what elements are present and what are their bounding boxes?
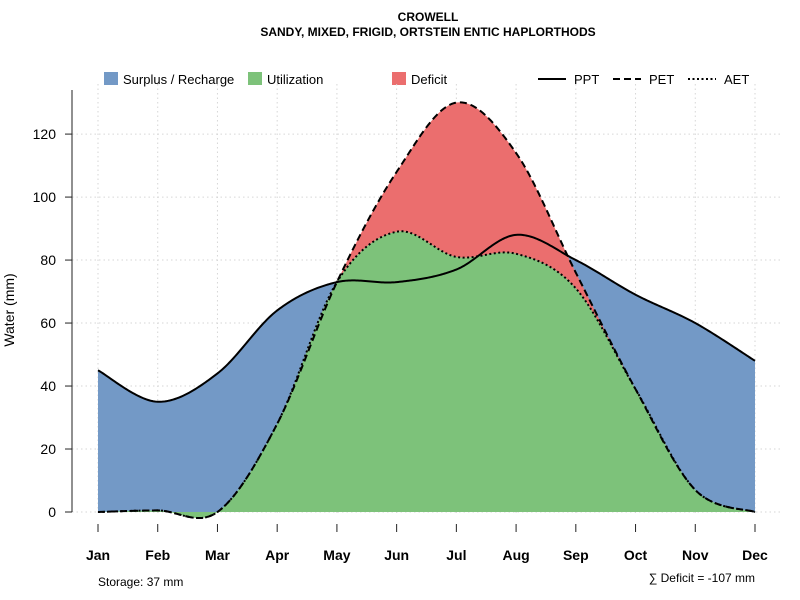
series-lines: [97, 101, 756, 520]
chart-title: CROWELL: [398, 10, 459, 24]
storage-annotation: Storage: 37 mm: [98, 575, 183, 589]
legend-label-ppt: PPT: [574, 72, 599, 87]
deficit-annotation: ∑ Deficit = -107 mm: [649, 571, 755, 585]
x-tick-label-may: May: [323, 547, 350, 563]
y-tick-label: 20: [40, 441, 56, 457]
legend-swatch-deficit: [392, 72, 406, 85]
x-tick-label-nov: Nov: [682, 547, 709, 563]
legend-label: Surplus / Recharge: [123, 72, 234, 87]
y-tick-label: 80: [40, 252, 56, 268]
x-tick-label-jun: Jun: [384, 547, 409, 563]
y-tick-label: 100: [33, 189, 57, 205]
series-line-ppt: [97, 233, 756, 403]
utilization-area: [98, 231, 755, 519]
legend-label-pet: PET: [649, 72, 674, 87]
x-tick-label-aug: Aug: [502, 547, 529, 563]
y-tick-label: 0: [48, 504, 56, 520]
x-tick-label-oct: Oct: [624, 547, 648, 563]
legend-label: Deficit: [411, 72, 448, 87]
legend-swatch-surplus-recharge: [104, 72, 118, 85]
y-tick-label: 60: [40, 315, 56, 331]
x-tick-label-jul: Jul: [446, 547, 466, 563]
x-tick-label-sep: Sep: [563, 547, 589, 563]
y-tick-label: 120: [33, 126, 57, 142]
legend-label: Utilization: [267, 72, 323, 87]
legend-label-aet: AET: [724, 72, 749, 87]
x-tick-label-feb: Feb: [145, 547, 170, 563]
legend-swatch-utilization: [248, 72, 262, 85]
x-tick-label-mar: Mar: [205, 547, 230, 563]
legend: Surplus / Recharge Utilization Deficit PPT P…: [104, 72, 749, 87]
x-tick-label-apr: Apr: [265, 547, 290, 563]
deficit-area: [98, 102, 755, 519]
y-tick-label: 40: [40, 378, 56, 394]
water-balance-areas: [98, 102, 755, 519]
y-axis-title: Water (mm): [1, 273, 17, 346]
x-tick-label-jan: Jan: [86, 547, 110, 563]
chart-subtitle: SANDY, MIXED, FRIGID, ORTSTEIN ENTIC HAP…: [260, 25, 595, 39]
series-line-aet: [97, 230, 756, 520]
axes: 0 20 40 60 80 100 120 Jan Feb Mar Apr May Jun Jul Aug S…: [33, 90, 768, 563]
x-tick-label-dec: Dec: [742, 547, 768, 563]
